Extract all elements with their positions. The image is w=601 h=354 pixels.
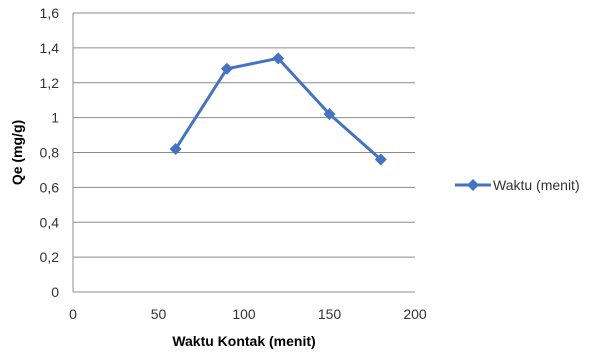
- legend-label: Waktu (menit): [493, 177, 580, 193]
- y-tick-label: 0,8: [40, 145, 60, 161]
- x-tick-label: 50: [151, 306, 167, 322]
- data-point-marker: [272, 52, 285, 65]
- x-tick-label: 150: [318, 306, 342, 322]
- x-axis-title: Waktu Kontak (menit): [172, 333, 315, 349]
- y-axis-title: Qe (mg/g): [9, 120, 25, 185]
- y-tick-label: 0,2: [40, 249, 60, 265]
- legend: Waktu (menit): [455, 177, 580, 193]
- y-tick-label: 1,4: [40, 40, 60, 56]
- x-tick-label: 0: [69, 306, 77, 322]
- y-tick-label: 0,6: [40, 179, 60, 195]
- y-tick-labels: 0 0,2 0,4 0,6 0,8 1 1,2 1,4 1,6: [40, 5, 60, 300]
- x-tick-labels: 0 50 100 150 200: [69, 306, 427, 322]
- series-line: [174, 56, 382, 161]
- x-tick-label: 200: [403, 306, 427, 322]
- legend-diamond-marker: [467, 179, 479, 191]
- data-point-marker: [169, 143, 182, 156]
- y-tick-label: 1,6: [40, 5, 60, 21]
- data-point-marker: [323, 108, 336, 121]
- data-point-marker: [374, 153, 387, 166]
- y-tick-label: 1,2: [40, 75, 60, 91]
- data-point-marker: [220, 62, 233, 75]
- series-layer: [169, 52, 387, 166]
- y-tick-label: 0,4: [40, 214, 60, 230]
- y-tick-label: 1: [51, 110, 59, 126]
- x-tick-label: 100: [232, 306, 256, 322]
- gridlines: [73, 12, 415, 258]
- y-tick-label: 0: [51, 284, 59, 300]
